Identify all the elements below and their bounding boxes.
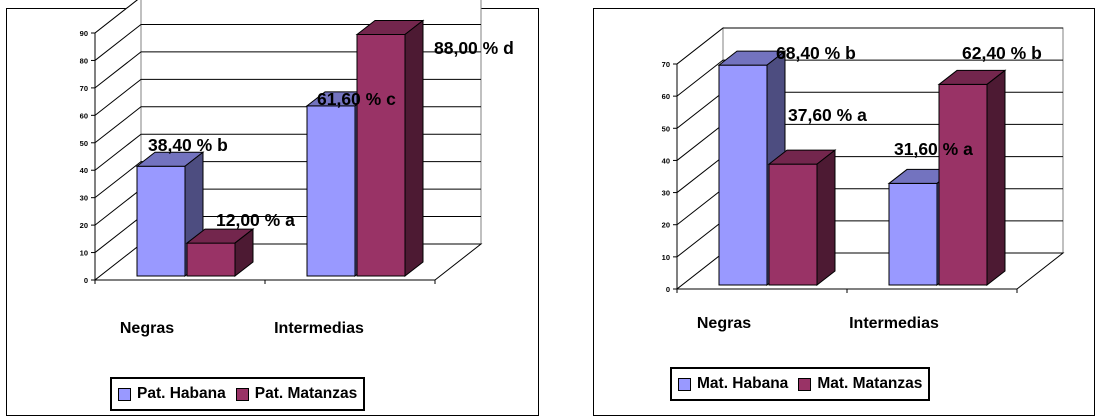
y-tick-label: 80 (80, 56, 88, 65)
bar-side (816, 149, 836, 287)
bar-front (938, 83, 988, 286)
matanzas-swatch (235, 387, 249, 401)
legend-item-habana: Mat. Habana (678, 375, 798, 393)
bar-front (136, 165, 186, 277)
bar-front (356, 33, 406, 277)
left-chart-panel: 0 10 20 30 40 50 60 70 80 90 38,40 % b 61,60 % c 12,… (6, 0, 539, 416)
y-tick-label: 0 (666, 285, 670, 294)
y-tick-label: 40 (80, 166, 88, 175)
y-tick-label: 40 (662, 156, 670, 165)
y-tick-label: 70 (662, 60, 670, 69)
y-tick-label: 0 (84, 276, 88, 285)
left-legend: Pat. Habana Pat. Matanzas (110, 377, 366, 411)
habana-swatch (678, 377, 691, 391)
left-chart: 0 10 20 30 40 50 60 70 80 90 38,40 % b 61,60 % c 12,… (80, 0, 514, 337)
legend-label: Mat. Habana (697, 375, 789, 392)
data-label: 68,40 % b (776, 43, 856, 63)
legend-label: Pat. Matanzas (254, 385, 358, 402)
data-label: 38,40 % b (148, 135, 228, 155)
right-chart: 0 10 20 30 40 50 60 70 68,40 % b 31,60 % a 37,60 %… (662, 26, 1065, 332)
gridline (676, 59, 1063, 97)
category-label: Negras (697, 315, 751, 332)
data-label: 37,60 % a (788, 105, 867, 125)
habana-swatch (118, 387, 131, 401)
bar-side (404, 19, 424, 278)
side-wall (676, 26, 724, 291)
legend-item-matanzas: Mat. Matanzas (798, 375, 922, 393)
category-label: Intermedias (274, 320, 364, 337)
y-tick-label: 90 (80, 29, 88, 38)
data-label: 12,00 % a (216, 210, 295, 230)
bar-front (186, 242, 236, 277)
right-legend: Mat. Habana Mat. Matanzas (670, 367, 931, 401)
y-tick-label: 20 (80, 221, 88, 230)
gridline (94, 0, 138, 34)
bar-front (768, 163, 818, 286)
bar-front (888, 182, 938, 286)
data-label: 31,60 % a (894, 139, 973, 159)
legend-label: Pat. Habana (137, 385, 226, 402)
bar-front (306, 105, 356, 277)
legend-item-habana: Pat. Habana (118, 385, 236, 403)
bar-front (718, 64, 768, 286)
y-tick-label: 60 (662, 92, 670, 101)
y-tick-label: 30 (80, 194, 88, 203)
y-tick-label: 70 (80, 84, 88, 93)
y-tick-label: 10 (662, 253, 670, 262)
data-label: 88,00 % d (434, 38, 514, 58)
data-label: 61,60 % c (317, 89, 396, 109)
data-label: 62,40 % b (962, 43, 1042, 63)
bar-side (234, 228, 254, 278)
matanzas-swatch (798, 377, 812, 391)
y-tick-label: 50 (662, 124, 670, 133)
y-tick-label: 30 (662, 189, 670, 198)
category-label: Intermedias (849, 315, 939, 332)
right-chart-panel: 0 10 20 30 40 50 60 70 68,40 % b 31,60 % a 37,60 %… (593, 8, 1095, 416)
y-tick-label: 60 (80, 111, 88, 120)
legend-item-matanzas: Pat. Matanzas (235, 385, 358, 403)
bar-side (986, 69, 1006, 287)
y-tick-label: 20 (662, 221, 670, 230)
gridline (94, 23, 481, 61)
y-tick-label: 50 (80, 139, 88, 148)
y-tick-label: 10 (80, 249, 88, 258)
legend-label: Mat. Matanzas (817, 375, 923, 392)
category-label: Negras (120, 320, 174, 337)
gridline (676, 27, 1063, 65)
